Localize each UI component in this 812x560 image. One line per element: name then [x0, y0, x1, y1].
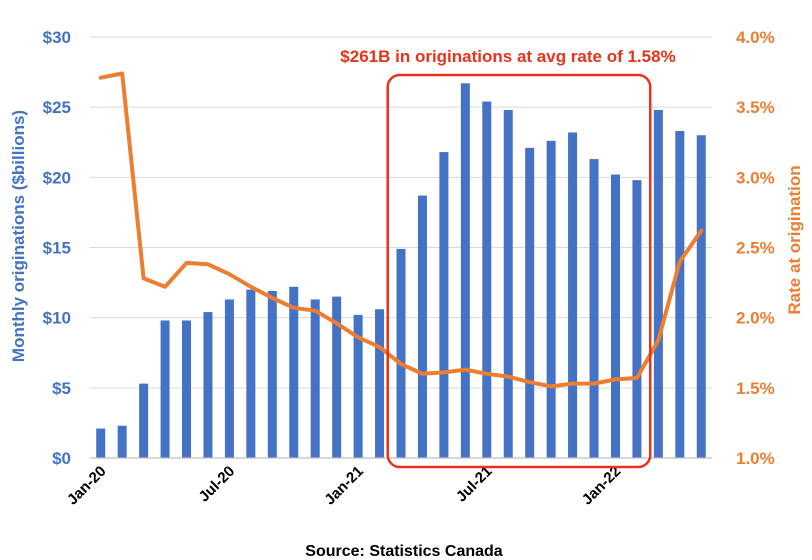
x-tick-label: Jan-21 — [321, 463, 367, 509]
bar — [525, 147, 535, 458]
left-tick-label: $20 — [43, 168, 71, 187]
origination-bars — [96, 83, 706, 459]
left-tick-label: $25 — [43, 98, 71, 117]
right-tick-label: 2.0% — [736, 309, 775, 328]
right-axis-title: Rate at origination — [785, 165, 804, 314]
right-tick-label: 3.0% — [736, 168, 775, 187]
right-axis-ticks: 1.0% 1.5% 2.0% 2.5% 3.0% 3.5% 4.0% — [736, 28, 775, 468]
bar — [482, 101, 492, 458]
left-axis-ticks: $0 $5 $10 $15 $20 $25 $30 — [43, 28, 71, 468]
bar — [632, 180, 642, 458]
bar — [417, 195, 427, 458]
right-tick-label: 1.5% — [736, 379, 775, 398]
bar — [460, 83, 470, 458]
bar — [203, 312, 213, 458]
bar — [589, 159, 599, 458]
bar — [439, 152, 449, 458]
x-tick-label: Jan-22 — [579, 463, 625, 509]
bar — [224, 299, 234, 458]
bar — [568, 132, 578, 458]
right-tick-label: 4.0% — [736, 28, 775, 47]
left-tick-label: $10 — [43, 309, 71, 328]
x-tick-label: Jul-20 — [196, 463, 239, 506]
x-tick-label: Jan-20 — [64, 463, 110, 509]
source-note: Source: Statistics Canada — [305, 543, 503, 560]
bar — [546, 140, 556, 458]
right-tick-label: 1.0% — [736, 449, 775, 468]
x-axis-ticks: Jan-20 Jul-20 Jan-21 Jul-21 Jan-22 — [64, 463, 624, 509]
left-tick-label: $30 — [43, 28, 71, 47]
bar — [139, 383, 149, 458]
right-tick-label: 2.5% — [736, 239, 775, 258]
left-tick-label: $5 — [52, 379, 71, 398]
annotation-box — [386, 73, 652, 469]
bar — [653, 109, 663, 459]
rate-line — [98, 71, 704, 389]
bar — [246, 289, 256, 458]
bar — [310, 299, 320, 458]
bar — [696, 135, 706, 458]
left-tick-label: $15 — [43, 239, 71, 258]
bar — [610, 174, 620, 458]
annotation-text: $261B in originations at avg rate of 1.5… — [340, 47, 675, 66]
bar — [503, 109, 513, 459]
left-tick-label: $0 — [52, 449, 71, 468]
bar — [160, 320, 170, 458]
bar — [117, 425, 127, 458]
right-tick-label: 3.5% — [736, 98, 775, 117]
bar — [375, 309, 385, 458]
bar — [675, 131, 685, 459]
bar — [332, 296, 342, 458]
left-axis-title: Monthly originations ($billions) — [9, 110, 28, 362]
bar — [182, 320, 192, 458]
bar — [289, 286, 299, 458]
bar — [396, 248, 406, 458]
bar — [96, 428, 106, 458]
bar — [267, 291, 277, 458]
bar — [353, 314, 363, 458]
x-tick-label: Jul-21 — [453, 463, 496, 506]
